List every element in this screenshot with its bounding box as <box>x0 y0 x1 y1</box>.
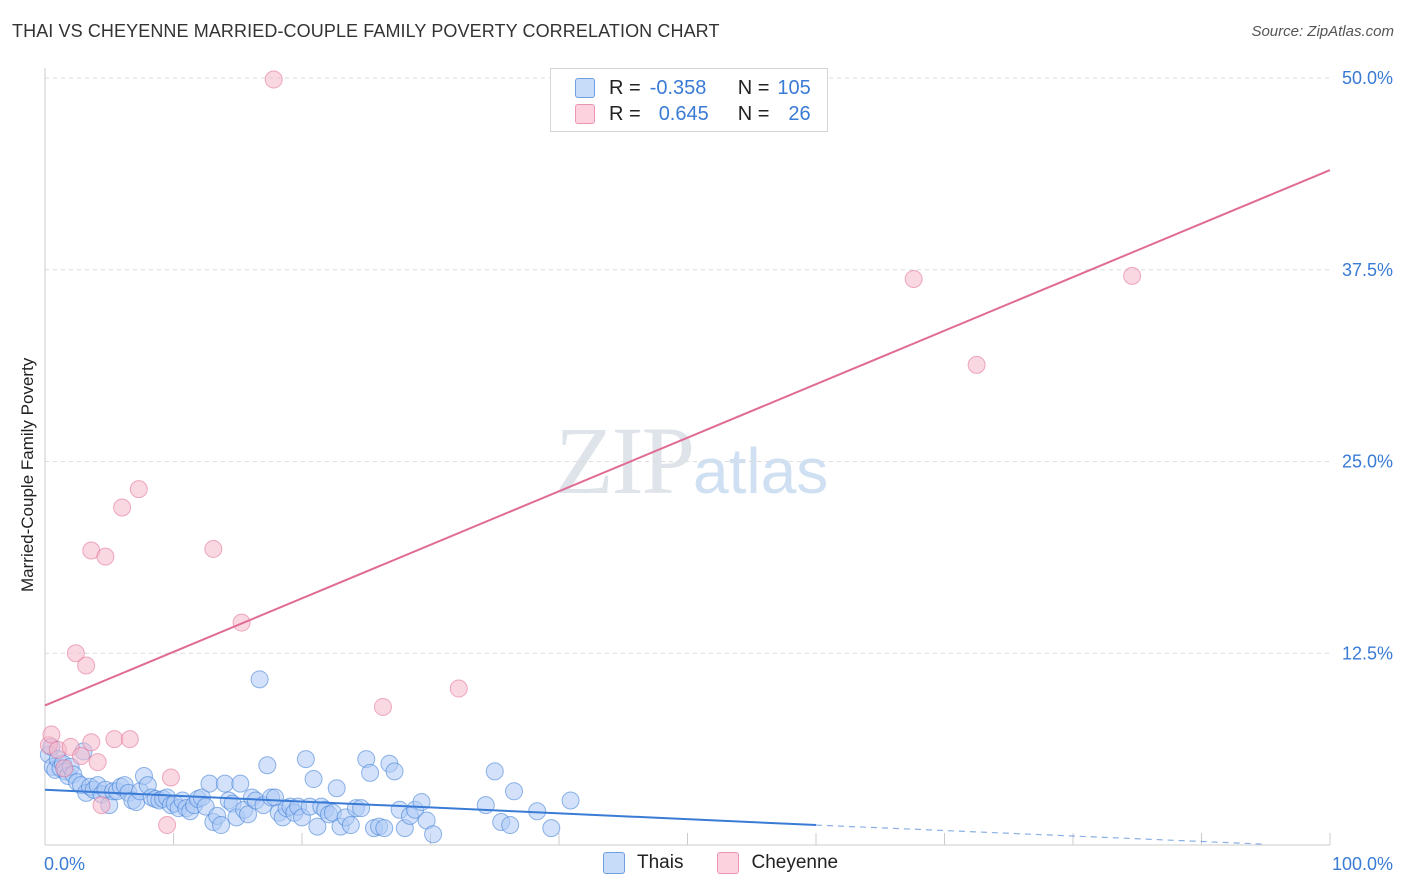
source-label: Source: ZipAtlas.com <box>1251 23 1394 40</box>
thais-point <box>361 763 380 782</box>
y-tick-label: 50.0% <box>1342 68 1393 88</box>
series-legend-cheyenne: Cheyenne <box>717 852 838 874</box>
legend-n-label: N = <box>737 76 770 99</box>
cheyenne-point <box>113 498 132 517</box>
cheyenne-point <box>66 644 85 663</box>
cheyenne-point <box>92 796 111 815</box>
thais-point <box>352 799 371 818</box>
series-swatch-cheyenne <box>717 852 740 874</box>
thais-point <box>505 782 524 801</box>
thais-point <box>341 816 360 835</box>
cheyenne-point <box>82 733 101 752</box>
thais-point <box>485 762 504 781</box>
chart-title: THAI VS CHEYENNE MARRIED-COUPLE FAMILY P… <box>12 21 720 41</box>
cheyenne-point <box>71 747 90 766</box>
cheyenne-trend-line <box>44 169 1331 707</box>
cheyenne-point <box>204 539 223 558</box>
legend-row-cheyenne: R = 0.645 N = 26 <box>575 102 811 126</box>
cheyenne-point <box>96 547 115 566</box>
series-label-cheyenne: Cheyenne <box>751 852 839 873</box>
cheyenne-point <box>904 269 923 288</box>
legend-n-label: N = <box>737 102 770 125</box>
x-tick-label: 100.0% <box>1332 854 1393 874</box>
cheyenne-point <box>42 725 61 744</box>
watermark: ZIPatlas <box>555 405 828 516</box>
legend-swatch-thais <box>575 78 595 98</box>
legend-r-label: R = <box>609 76 641 99</box>
series-swatch-thais <box>603 852 625 874</box>
thais-point <box>231 774 250 793</box>
series-label-thais: Thais <box>637 852 684 873</box>
legend-r-value: -0.358 <box>649 76 707 99</box>
cheyenne-point <box>161 768 180 787</box>
cheyenne-point <box>449 679 468 698</box>
legend-r-value: 0.645 <box>658 102 709 125</box>
y-tick-label: 37.5% <box>1342 260 1393 280</box>
thais-point <box>212 816 231 835</box>
thais-point <box>375 819 394 838</box>
thais-point <box>258 756 277 775</box>
cheyenne-point <box>264 70 283 89</box>
legend-n-value: 26 <box>788 102 811 125</box>
thais-point <box>561 791 580 810</box>
legend-n-value: 105 <box>777 76 811 99</box>
thais-point <box>239 805 258 824</box>
legend-r-label: R = <box>609 102 641 125</box>
series-legend-thais: Thais <box>603 852 683 874</box>
thais-point <box>424 825 443 844</box>
cheyenne-point <box>77 656 96 675</box>
cheyenne-point <box>105 730 124 749</box>
watermark-zip: ZIP <box>555 407 695 514</box>
thais-point <box>385 762 404 781</box>
cheyenne-point <box>55 759 74 778</box>
cheyenne-point <box>129 480 148 499</box>
thais-point <box>308 817 327 836</box>
thais-point <box>250 670 269 689</box>
thais-trend-extension <box>815 824 1266 845</box>
thais-point <box>542 819 561 838</box>
y-tick-label: 25.0% <box>1342 452 1393 472</box>
cheyenne-point <box>1123 266 1142 285</box>
cheyenne-point <box>88 753 107 772</box>
cheyenne-point <box>373 697 392 716</box>
cheyenne-point <box>967 355 986 374</box>
y-tick-label: 12.5% <box>1342 643 1393 663</box>
thais-trend-line <box>44 788 817 827</box>
watermark-atlas: atlas <box>693 435 829 507</box>
thais-point <box>304 770 323 789</box>
x-tick-label: 0.0% <box>44 854 85 874</box>
legend-swatch-cheyenne <box>575 104 595 124</box>
thais-point <box>296 750 315 769</box>
correlation-legend: R = -0.358 N = 105 R = 0.645 N = 26 <box>550 68 828 132</box>
thais-point <box>327 779 346 798</box>
series-legend: Thais Cheyenne <box>603 852 872 874</box>
cheyenne-point <box>158 816 177 835</box>
thais-point <box>501 816 520 835</box>
cheyenne-point <box>120 730 139 749</box>
legend-row-thais: R = -0.358 N = 105 <box>575 76 811 100</box>
y-axis-title: Married-Couple Family Poverty <box>18 357 37 592</box>
thais-point <box>200 774 219 793</box>
thais-point <box>215 774 234 793</box>
